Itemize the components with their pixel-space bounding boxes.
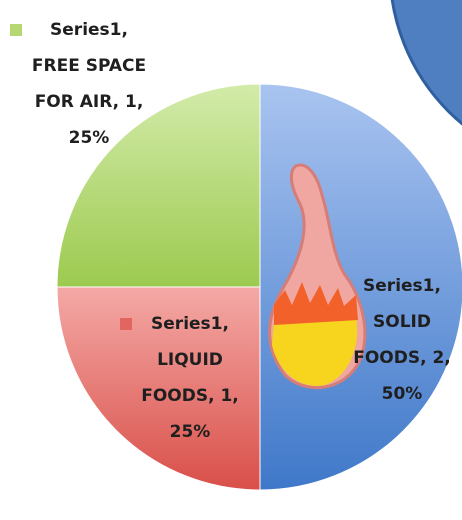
legend-key — [10, 24, 22, 36]
data-label: Series1, FREE SPACE FOR AIR, 1, 25% — [30, 12, 148, 156]
page: {"chart_data": {"type": "pie", "series_n… — [0, 0, 462, 520]
data-label: Series1, LIQUID FOODS, 1, 25% — [140, 306, 240, 450]
legend-key — [120, 318, 132, 330]
data-label: Series1, SOLID FOODS, 2, 50% — [352, 268, 452, 412]
